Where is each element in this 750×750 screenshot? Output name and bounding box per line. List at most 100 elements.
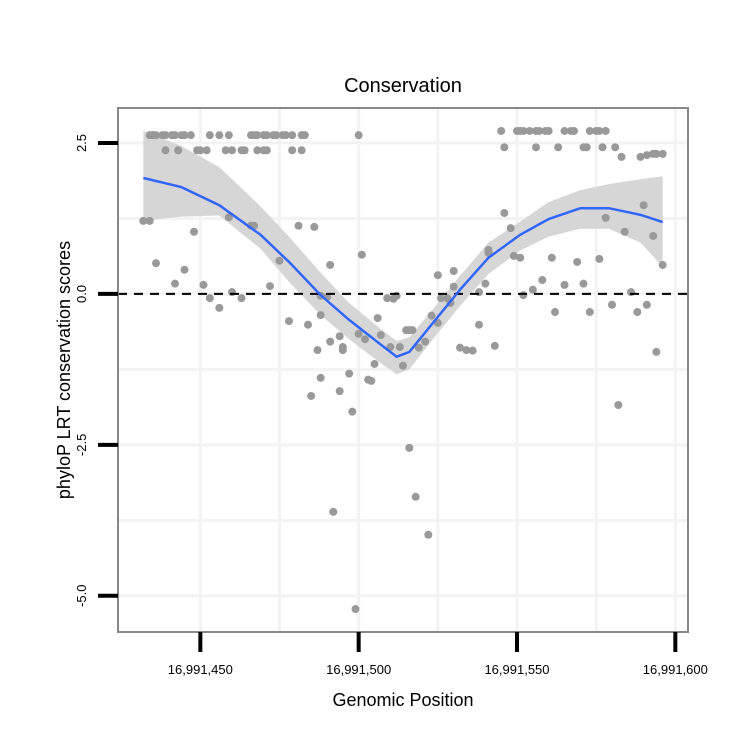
data-point — [500, 143, 509, 152]
data-point — [585, 126, 594, 135]
data-point — [345, 369, 354, 378]
data-point — [551, 308, 559, 317]
data-point — [237, 294, 246, 303]
data-point — [405, 443, 414, 452]
data-point — [547, 253, 556, 262]
data-point — [294, 221, 303, 230]
data-point — [310, 222, 319, 231]
data-point — [326, 260, 335, 269]
x-tick-label: 16,991,450 — [168, 662, 233, 677]
data-point — [152, 131, 160, 140]
data-point — [240, 146, 249, 155]
data-point — [554, 143, 563, 152]
data-point — [570, 126, 578, 135]
data-point — [642, 300, 651, 309]
data-point — [171, 131, 179, 140]
data-point — [582, 143, 591, 152]
data-point — [338, 343, 347, 352]
chart-title: Conservation — [344, 75, 462, 97]
y-tick-label: 2.5 — [74, 134, 89, 152]
data-point — [437, 294, 445, 303]
data-point — [525, 126, 534, 135]
data-point — [497, 126, 506, 135]
axis-ticks: 16,991,450 16,991,500 16,991,550 16,991,600… — [74, 134, 708, 677]
data-point — [601, 213, 610, 222]
data-point — [560, 126, 569, 135]
data-point — [376, 330, 385, 339]
data-point — [180, 265, 189, 274]
data-point — [506, 224, 515, 233]
data-point — [215, 131, 224, 140]
data-point — [449, 282, 458, 291]
data-point — [361, 335, 369, 344]
data-point — [161, 131, 170, 140]
data-point — [652, 149, 661, 158]
smooth-line — [143, 176, 664, 359]
y-tick-label: -5.0 — [74, 585, 89, 607]
data-point — [253, 146, 262, 155]
data-point — [174, 146, 183, 155]
data-point — [313, 346, 322, 355]
data-point — [399, 361, 407, 370]
data-point — [224, 131, 233, 140]
data-point — [367, 376, 376, 385]
data-point — [573, 257, 582, 266]
data-point — [351, 605, 360, 614]
data-point — [544, 126, 553, 135]
data-point — [335, 332, 344, 341]
data-points — [139, 126, 667, 614]
data-point — [205, 294, 214, 303]
data-point — [307, 391, 316, 400]
data-point — [395, 343, 404, 352]
data-point — [205, 131, 214, 140]
data-point — [538, 276, 547, 285]
data-point — [481, 279, 490, 288]
data-point — [617, 152, 626, 161]
data-point — [424, 530, 433, 539]
data-point — [326, 337, 335, 346]
data-point — [449, 266, 458, 275]
data-point — [560, 280, 569, 289]
data-point — [139, 216, 148, 225]
data-point — [300, 131, 309, 140]
data-point — [433, 271, 442, 280]
data-point — [633, 308, 642, 317]
data-point — [642, 151, 651, 160]
data-point — [316, 373, 325, 382]
data-point — [658, 149, 667, 158]
data-point — [658, 260, 667, 269]
data-point — [370, 359, 379, 368]
data-point — [585, 308, 594, 317]
data-point — [500, 209, 509, 218]
data-point — [161, 146, 170, 155]
data-point — [357, 250, 366, 259]
data-point — [411, 492, 420, 501]
data-point — [408, 326, 417, 335]
data-point — [335, 387, 344, 396]
x-tick-label: 16,991,550 — [484, 662, 549, 677]
data-point — [516, 253, 525, 262]
data-point — [190, 227, 198, 236]
data-point — [281, 131, 290, 140]
data-point — [288, 131, 297, 140]
data-point — [145, 216, 154, 225]
data-point — [456, 343, 464, 352]
data-point — [484, 245, 493, 254]
data-point — [528, 285, 537, 294]
data-point — [152, 259, 160, 268]
data-point — [601, 126, 610, 135]
data-point — [354, 131, 363, 140]
data-point — [202, 146, 211, 155]
data-point — [304, 320, 312, 329]
data-point — [186, 131, 195, 140]
data-point — [262, 131, 271, 140]
data-point — [468, 346, 477, 355]
plot-panel-border — [117, 107, 689, 633]
data-point — [354, 329, 363, 338]
data-point — [275, 256, 284, 265]
data-point — [414, 343, 423, 352]
data-point — [316, 311, 325, 320]
data-point — [272, 131, 281, 140]
data-point — [180, 131, 189, 140]
